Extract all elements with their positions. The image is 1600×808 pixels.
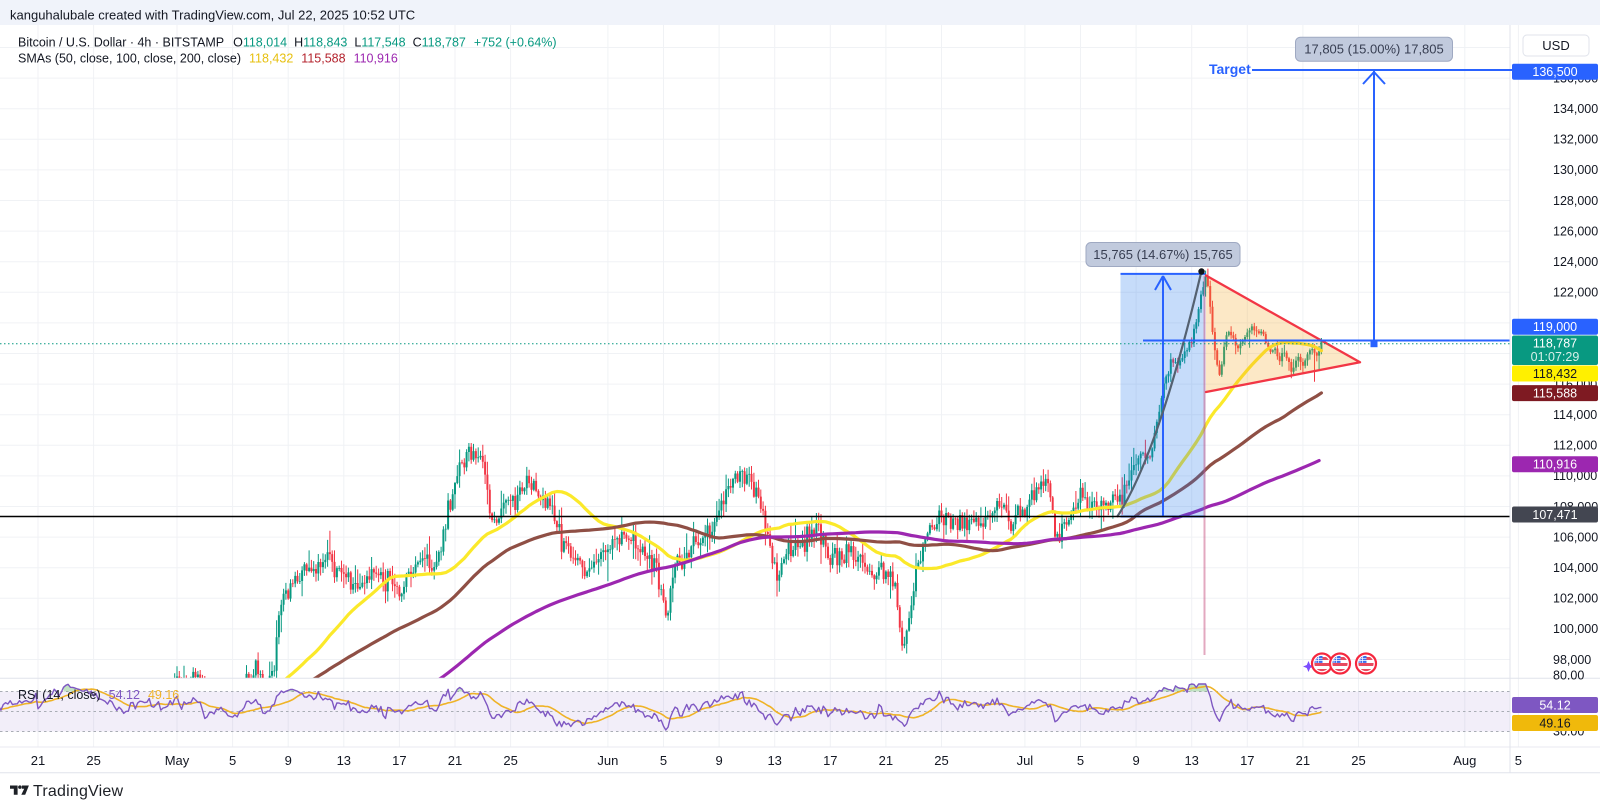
svg-text:126,000: 126,000 — [1553, 224, 1598, 238]
svg-text:17: 17 — [392, 753, 406, 768]
svg-text:Jul: Jul — [1017, 753, 1034, 768]
svg-text:kanguhalubale created with Tra: kanguhalubale created with TradingView.c… — [10, 8, 415, 23]
svg-text:5: 5 — [229, 753, 236, 768]
svg-text:132,000: 132,000 — [1553, 133, 1598, 147]
svg-text:TradingView: TradingView — [33, 783, 123, 800]
svg-text:102,000: 102,000 — [1553, 592, 1598, 606]
svg-text:21: 21 — [448, 753, 462, 768]
svg-text:9: 9 — [1132, 753, 1139, 768]
svg-text:98,000: 98,000 — [1553, 653, 1591, 667]
svg-text:Jun: Jun — [597, 753, 618, 768]
svg-text:110,000: 110,000 — [1553, 469, 1597, 483]
svg-text:107,471: 107,471 — [1532, 508, 1577, 522]
svg-text:01:07:29: 01:07:29 — [1531, 350, 1580, 364]
svg-text:SMAs (50, close, 100, close, 2: SMAs (50, close, 100, close, 200, close)… — [18, 52, 398, 66]
svg-text:15,765 (14.67%) 15,765: 15,765 (14.67%) 15,765 — [1093, 247, 1233, 262]
svg-text:54.12: 54.12 — [1539, 698, 1570, 712]
svg-text:25: 25 — [86, 753, 100, 768]
svg-text:9: 9 — [715, 753, 722, 768]
svg-text:104,000: 104,000 — [1553, 561, 1598, 575]
svg-text:136,500: 136,500 — [1532, 65, 1577, 79]
svg-text:119,000: 119,000 — [1533, 320, 1577, 334]
svg-text:80.00: 80.00 — [1553, 669, 1584, 683]
svg-text:13: 13 — [1184, 753, 1198, 768]
svg-text:128,000: 128,000 — [1553, 194, 1598, 208]
svg-text:118,432: 118,432 — [1533, 367, 1577, 381]
svg-text:Aug: Aug — [1453, 753, 1476, 768]
svg-text:9: 9 — [285, 753, 292, 768]
svg-text:106,000: 106,000 — [1553, 530, 1598, 544]
svg-text:May: May — [165, 753, 190, 768]
svg-text:112,000: 112,000 — [1553, 439, 1597, 453]
svg-text:5: 5 — [1077, 753, 1084, 768]
svg-text:13: 13 — [767, 753, 781, 768]
svg-text:25: 25 — [934, 753, 948, 768]
svg-text:49.16: 49.16 — [1539, 716, 1570, 730]
svg-text:21: 21 — [1296, 753, 1310, 768]
svg-text:134,000: 134,000 — [1553, 102, 1598, 116]
svg-text:115,588: 115,588 — [1533, 387, 1577, 401]
svg-text:Target: Target — [1209, 61, 1251, 77]
svg-text:17: 17 — [1240, 753, 1254, 768]
svg-text:17,805 (15.00%) 17,805: 17,805 (15.00%) 17,805 — [1304, 42, 1444, 57]
svg-text:13: 13 — [337, 753, 351, 768]
svg-text:25: 25 — [503, 753, 517, 768]
svg-text:118,787: 118,787 — [1533, 337, 1577, 351]
svg-text:21: 21 — [879, 753, 893, 768]
svg-text:USD: USD — [1542, 38, 1569, 53]
svg-text:114,000: 114,000 — [1553, 408, 1597, 422]
svg-text:5: 5 — [1515, 753, 1522, 768]
svg-text:17: 17 — [823, 753, 837, 768]
svg-text:5: 5 — [660, 753, 667, 768]
svg-text:25: 25 — [1351, 753, 1365, 768]
svg-text:122,000: 122,000 — [1553, 286, 1598, 300]
svg-text:130,000: 130,000 — [1553, 163, 1598, 177]
svg-text:21: 21 — [31, 753, 45, 768]
svg-text:100,000: 100,000 — [1553, 622, 1598, 636]
svg-text:124,000: 124,000 — [1553, 255, 1598, 269]
svg-text:110,916: 110,916 — [1533, 458, 1577, 472]
